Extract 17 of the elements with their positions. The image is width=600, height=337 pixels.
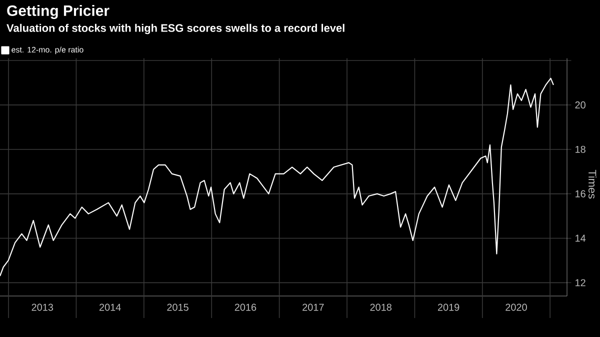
y-axis-title: Times <box>588 170 597 199</box>
chart-subtitle: Valuation of stocks with high ESG scores swells to a record level <box>6 24 344 34</box>
x-tick-label: 2016 <box>234 304 256 311</box>
y-tick-label: 14 <box>576 234 586 242</box>
x-tick-label: 2019 <box>438 304 460 311</box>
y-tick-label: 18 <box>576 146 586 153</box>
chart-title: Getting Pricier <box>7 5 110 20</box>
y-tick-label: 12 <box>576 279 586 286</box>
x-tick-label: 2017 <box>302 304 324 311</box>
x-tick-label: 2013 <box>32 304 54 311</box>
line-series <box>0 78 554 277</box>
y-tick-label: 16 <box>576 190 586 198</box>
x-tick-label: 2018 <box>370 304 392 311</box>
y-tick-label: 20 <box>575 101 586 108</box>
x-tick-label: 2015 <box>167 304 188 311</box>
x-tick-label: 2020 <box>506 304 527 311</box>
x-tick-label: 2014 <box>99 304 121 311</box>
